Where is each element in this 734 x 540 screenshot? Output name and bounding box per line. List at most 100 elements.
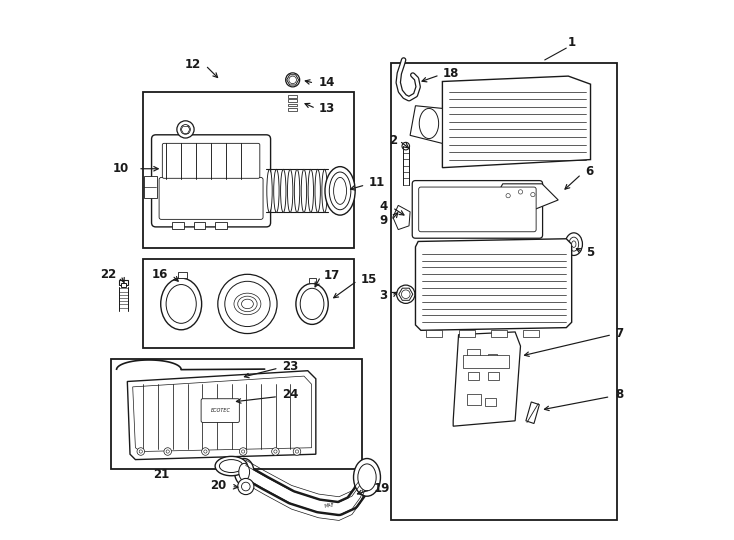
Bar (488, 373, 499, 380)
Ellipse shape (234, 293, 261, 315)
Text: 20: 20 (210, 479, 226, 492)
Polygon shape (443, 76, 591, 167)
Text: 12: 12 (185, 58, 201, 71)
Bar (468, 373, 479, 380)
Polygon shape (453, 332, 520, 426)
Bar (459, 330, 475, 337)
Polygon shape (393, 205, 410, 229)
Text: 6: 6 (586, 165, 594, 179)
Bar (172, 221, 184, 229)
Ellipse shape (334, 178, 346, 204)
Text: 24: 24 (282, 388, 298, 401)
Ellipse shape (274, 170, 279, 212)
Circle shape (139, 450, 142, 453)
Polygon shape (127, 371, 316, 460)
Bar (426, 330, 443, 337)
Ellipse shape (215, 456, 247, 476)
Text: MAF: MAF (324, 502, 335, 509)
Circle shape (137, 448, 145, 455)
Ellipse shape (234, 458, 254, 485)
Text: 4: 4 (379, 200, 388, 213)
Polygon shape (496, 184, 558, 210)
Bar (288, 95, 297, 98)
Ellipse shape (288, 170, 293, 212)
FancyBboxPatch shape (151, 135, 271, 227)
Bar (194, 221, 206, 229)
Circle shape (531, 192, 535, 197)
Ellipse shape (239, 463, 250, 481)
Bar (111, 359, 362, 469)
Text: 1: 1 (567, 36, 575, 49)
Ellipse shape (219, 460, 243, 472)
Circle shape (274, 450, 277, 453)
Circle shape (518, 190, 523, 194)
Polygon shape (133, 376, 311, 451)
Ellipse shape (569, 237, 578, 251)
Text: 9: 9 (379, 214, 388, 227)
Ellipse shape (218, 274, 277, 334)
Bar (288, 99, 297, 102)
Circle shape (166, 450, 170, 453)
Circle shape (506, 193, 510, 198)
Bar (391, 63, 617, 521)
Ellipse shape (401, 290, 410, 299)
Bar (288, 108, 297, 111)
Ellipse shape (267, 170, 272, 212)
Text: 21: 21 (153, 468, 170, 481)
Ellipse shape (181, 125, 190, 134)
Ellipse shape (241, 482, 250, 491)
Bar (467, 394, 481, 404)
Circle shape (204, 450, 207, 453)
FancyBboxPatch shape (162, 143, 260, 178)
Ellipse shape (238, 296, 257, 312)
Ellipse shape (296, 284, 328, 325)
Polygon shape (287, 75, 299, 85)
Ellipse shape (241, 299, 253, 309)
Text: 7: 7 (615, 327, 623, 340)
Polygon shape (415, 239, 572, 330)
Ellipse shape (330, 172, 351, 210)
Ellipse shape (572, 241, 576, 247)
Bar (119, 280, 128, 285)
Text: 14: 14 (319, 76, 335, 89)
Ellipse shape (238, 478, 254, 495)
Text: 3: 3 (379, 289, 388, 302)
Ellipse shape (225, 281, 270, 327)
Text: 11: 11 (368, 176, 385, 189)
Ellipse shape (166, 285, 196, 323)
Ellipse shape (300, 288, 324, 320)
Polygon shape (399, 288, 413, 300)
Bar (488, 354, 497, 361)
Ellipse shape (286, 73, 299, 87)
Polygon shape (410, 106, 443, 144)
Ellipse shape (177, 121, 194, 138)
Polygon shape (526, 402, 539, 423)
Ellipse shape (354, 458, 380, 496)
Circle shape (295, 450, 299, 453)
Bar (121, 284, 126, 287)
Text: 23: 23 (282, 361, 298, 374)
Ellipse shape (402, 143, 410, 150)
Ellipse shape (294, 170, 299, 212)
Bar (463, 355, 509, 368)
Text: 17: 17 (324, 269, 340, 282)
Circle shape (164, 448, 172, 455)
Text: 18: 18 (443, 68, 459, 80)
Bar (178, 272, 186, 278)
Ellipse shape (315, 170, 320, 212)
Ellipse shape (358, 464, 376, 491)
Text: 15: 15 (360, 273, 377, 286)
Ellipse shape (308, 170, 313, 212)
Circle shape (293, 448, 301, 455)
Ellipse shape (322, 170, 327, 212)
Ellipse shape (325, 167, 355, 215)
Bar (467, 349, 479, 359)
Circle shape (239, 448, 247, 455)
FancyBboxPatch shape (413, 180, 542, 238)
Ellipse shape (289, 76, 297, 84)
Text: 19: 19 (374, 482, 390, 495)
Text: 8: 8 (615, 388, 623, 401)
Ellipse shape (419, 109, 439, 139)
Bar (143, 259, 354, 348)
Ellipse shape (301, 170, 307, 212)
